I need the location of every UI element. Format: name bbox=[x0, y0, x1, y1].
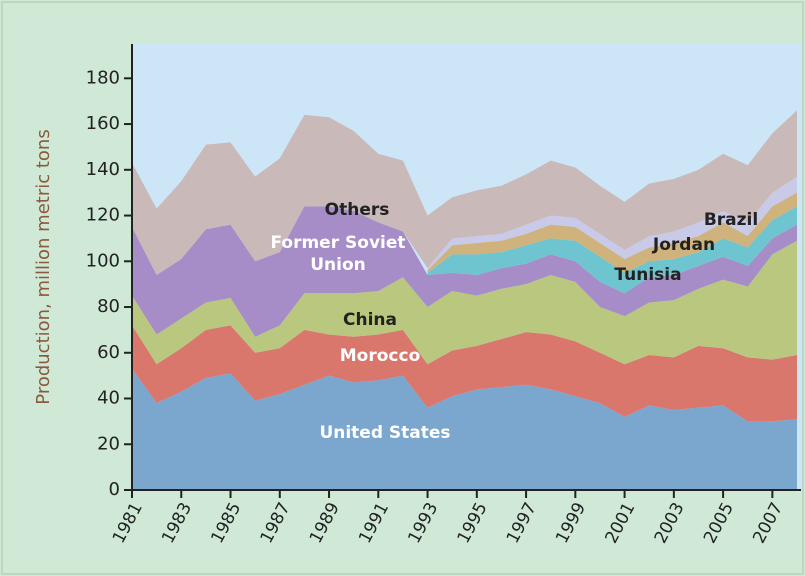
area-label: China bbox=[343, 310, 397, 330]
x-tick-label: 1983 bbox=[158, 499, 196, 547]
x-tick-label: 1997 bbox=[503, 499, 541, 547]
x-tick-label: 1985 bbox=[207, 499, 245, 547]
area bbox=[132, 368, 797, 490]
x-tick-label: 1991 bbox=[355, 499, 393, 547]
area-label: United States bbox=[319, 423, 451, 443]
x-tick-label: 2005 bbox=[700, 499, 738, 547]
y-tick-label: 140 bbox=[86, 159, 120, 180]
y-tick-label: 0 bbox=[109, 479, 120, 500]
area bbox=[427, 192, 797, 273]
y-tick-label: 100 bbox=[86, 250, 120, 271]
x-tick-label: 1995 bbox=[454, 499, 492, 547]
x-tick-label: 1987 bbox=[257, 499, 295, 547]
area bbox=[427, 206, 797, 294]
area-label: Jordan bbox=[652, 235, 716, 255]
area bbox=[132, 240, 797, 365]
x-tick-label: 1999 bbox=[552, 499, 590, 547]
x-tick-label: 1989 bbox=[306, 499, 344, 547]
area bbox=[132, 206, 797, 337]
area-label: Morocco bbox=[339, 346, 421, 366]
area-label: Former Soviet Union bbox=[270, 233, 406, 275]
y-tick-label: 60 bbox=[97, 342, 120, 363]
area-label: Others bbox=[324, 200, 390, 220]
x-tick-label: 2001 bbox=[601, 499, 639, 547]
x-tick-label: 1993 bbox=[404, 499, 442, 547]
y-tick-label: 40 bbox=[97, 388, 120, 409]
x-tick-label: 2007 bbox=[749, 499, 787, 547]
y-tick-label: 120 bbox=[86, 205, 120, 226]
y-tick-label: 80 bbox=[97, 296, 120, 317]
area-label: Tunisia bbox=[614, 265, 682, 285]
y-tick-label: 180 bbox=[86, 67, 120, 88]
area bbox=[132, 325, 797, 422]
x-tick-label: 1981 bbox=[109, 499, 147, 547]
area-label: Brazil bbox=[703, 210, 759, 230]
y-axis-label: Production, million metric tons bbox=[33, 129, 54, 404]
area bbox=[132, 110, 797, 276]
x-tick-label: 2003 bbox=[651, 499, 689, 547]
y-tick-label: 160 bbox=[86, 113, 120, 134]
y-tick-label: 20 bbox=[97, 433, 120, 454]
